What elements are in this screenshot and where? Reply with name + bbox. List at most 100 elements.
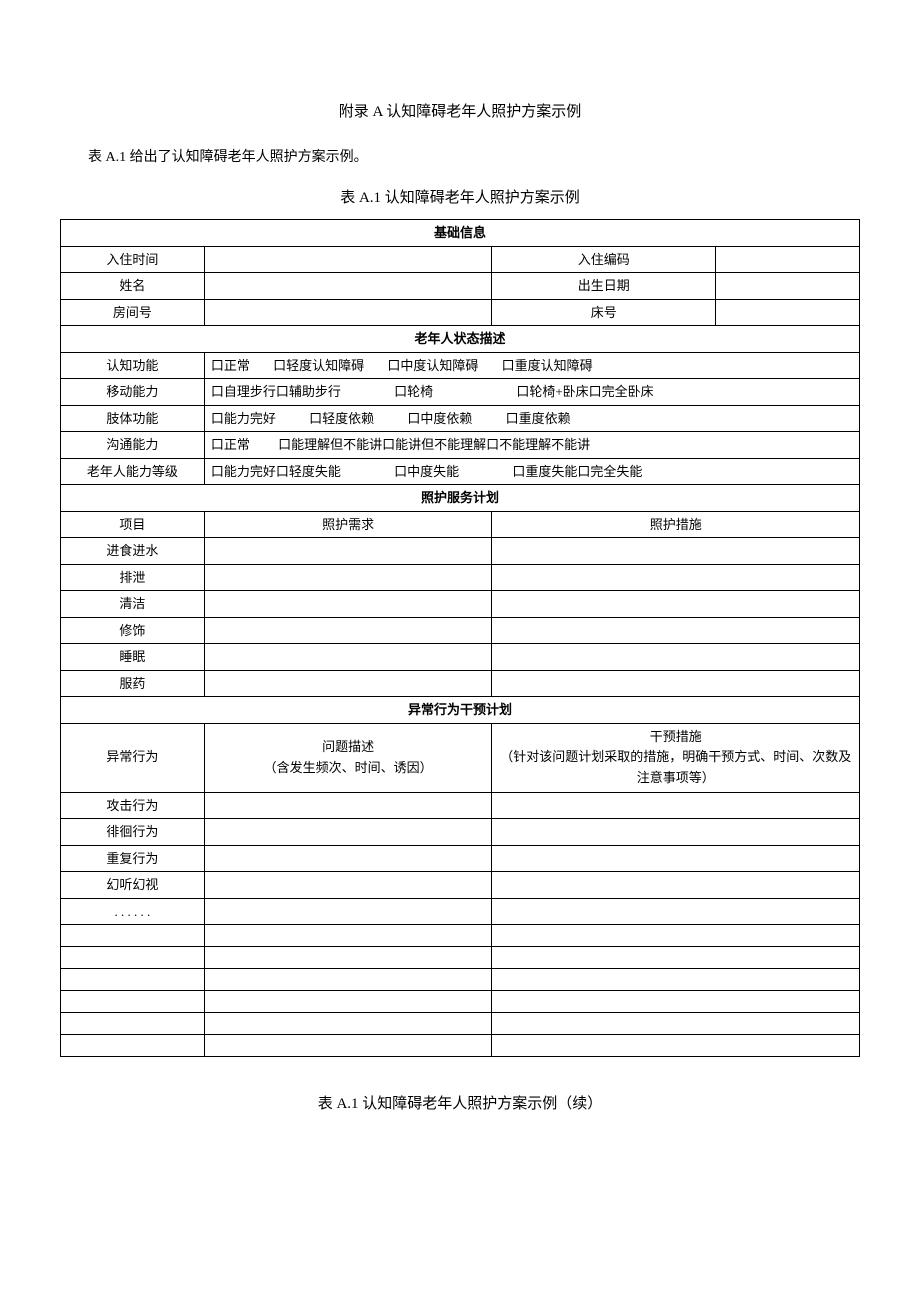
- table-row: [61, 1013, 860, 1035]
- section-status: 老年人状态描述: [61, 326, 860, 353]
- table-row: 清洁: [61, 591, 860, 618]
- label-admit-code: 入住编码: [492, 246, 716, 273]
- opt-cognition-0[interactable]: 口正常: [211, 356, 250, 376]
- value-admit-time: [204, 246, 492, 273]
- care-measure-2: [492, 591, 860, 618]
- int-measure-4: [492, 898, 860, 925]
- label-communication: 沟通能力: [61, 432, 205, 459]
- th-imeasure-main: 干预措施: [650, 729, 702, 744]
- label-mobility: 移动能力: [61, 379, 205, 406]
- row-ability: 老年人能力等级 口能力完好口轻度失能 口中度失能 口重度失能口完全失能: [61, 458, 860, 485]
- th-desc: 问题描述 （含发生频次、时间、诱因）: [204, 723, 492, 792]
- table-row: [61, 925, 860, 947]
- value-room: [204, 299, 492, 326]
- empty-cell: [204, 925, 492, 947]
- care-measure-1: [492, 564, 860, 591]
- opt-cognition-1[interactable]: 口轻度认知障碍: [273, 356, 364, 376]
- row-admit: 入住时间 入住编码: [61, 246, 860, 273]
- opt-cognition-2[interactable]: 口中度认知障碍: [387, 356, 478, 376]
- int-desc-4: [204, 898, 492, 925]
- empty-cell: [492, 1013, 860, 1035]
- table-row: . . . . . .: [61, 898, 860, 925]
- care-need-3: [204, 617, 492, 644]
- opt-ability-2[interactable]: 口重度失能口完全失能: [512, 462, 642, 482]
- table-row: 排泄: [61, 564, 860, 591]
- int-measure-2: [492, 845, 860, 872]
- empty-cell: [492, 1035, 860, 1057]
- intervention-header: 异常行为 问题描述 （含发生频次、时间、诱因） 干预措施 （针对该问题计划采取的…: [61, 723, 860, 792]
- int-item-2: 重复行为: [61, 845, 205, 872]
- care-item-3: 修饰: [61, 617, 205, 644]
- section-careplan: 照护服务计划: [61, 485, 860, 512]
- th-need: 照护需求: [204, 511, 492, 538]
- opt-cognition-3[interactable]: 口重度认知障碍: [502, 356, 593, 376]
- int-measure-3: [492, 872, 860, 899]
- int-desc-2: [204, 845, 492, 872]
- opt-comm-0[interactable]: 口正常: [211, 435, 250, 455]
- th-measure: 照护措施: [492, 511, 860, 538]
- table-row: [61, 991, 860, 1013]
- care-need-1: [204, 564, 492, 591]
- opts-ability: 口能力完好口轻度失能 口中度失能 口重度失能口完全失能: [204, 458, 859, 485]
- careplan-header: 项目 照护需求 照护措施: [61, 511, 860, 538]
- row-communication: 沟通能力 口正常 口能理解但不能讲口能讲但不能理解口不能理解不能讲: [61, 432, 860, 459]
- th-imeasure: 干预措施 （针对该问题计划采取的措施，明确干预方式、时间、次数及注意事项等）: [492, 723, 860, 792]
- table-row: [61, 969, 860, 991]
- table-row: [61, 1035, 860, 1057]
- table-caption-cont: 表 A.1 认知障碍老年人照护方案示例（续）: [60, 1092, 860, 1113]
- table-row: 徘徊行为: [61, 819, 860, 846]
- opt-mobility-1[interactable]: 口轮椅: [394, 382, 433, 402]
- empty-cell: [61, 925, 205, 947]
- int-item-1: 徘徊行为: [61, 819, 205, 846]
- care-item-0: 进食进水: [61, 538, 205, 565]
- opt-limb-1[interactable]: 口轻度依赖: [309, 409, 374, 429]
- label-cognition: 认知功能: [61, 352, 205, 379]
- empty-cell: [492, 991, 860, 1013]
- care-measure-5: [492, 670, 860, 697]
- table-row: 睡眠: [61, 644, 860, 671]
- int-measure-1: [492, 819, 860, 846]
- empty-cell: [204, 991, 492, 1013]
- int-desc-1: [204, 819, 492, 846]
- int-item-3: 幻听幻视: [61, 872, 205, 899]
- empty-cell: [204, 947, 492, 969]
- opts-mobility: 口自理步行口辅助步行 口轮椅 口轮椅+卧床口完全卧床: [204, 379, 859, 406]
- table-row: [61, 947, 860, 969]
- row-limb: 肢体功能 口能力完好 口轻度依赖 口中度依赖 口重度依赖: [61, 405, 860, 432]
- th-desc-sub: （含发生频次、时间、诱因）: [264, 760, 433, 775]
- opt-mobility-2[interactable]: 口轮椅+卧床口完全卧床: [516, 382, 653, 402]
- table-row: 幻听幻视: [61, 872, 860, 899]
- opt-limb-0[interactable]: 口能力完好: [211, 409, 276, 429]
- label-room: 房间号: [61, 299, 205, 326]
- empty-cell: [61, 991, 205, 1013]
- empty-cell: [492, 969, 860, 991]
- opt-limb-2[interactable]: 口中度依赖: [407, 409, 472, 429]
- row-mobility: 移动能力 口自理步行口辅助步行 口轮椅 口轮椅+卧床口完全卧床: [61, 379, 860, 406]
- care-measure-3: [492, 617, 860, 644]
- opts-limb: 口能力完好 口轻度依赖 口中度依赖 口重度依赖: [204, 405, 859, 432]
- care-need-4: [204, 644, 492, 671]
- table-caption: 表 A.1 认知障碍老年人照护方案示例: [60, 186, 860, 207]
- value-name: [204, 273, 492, 300]
- empty-cell: [204, 969, 492, 991]
- opt-ability-1[interactable]: 口中度失能: [394, 462, 459, 482]
- value-bed: [716, 299, 860, 326]
- empty-cell: [61, 969, 205, 991]
- int-measure-0: [492, 792, 860, 819]
- empty-cell: [204, 1013, 492, 1035]
- opt-ability-0[interactable]: 口能力完好口轻度失能: [211, 462, 341, 482]
- value-dob: [716, 273, 860, 300]
- empty-cell: [492, 947, 860, 969]
- empty-cell: [61, 1013, 205, 1035]
- care-plan-table: 基础信息 入住时间 入住编码 姓名 出生日期 房间号 床号 老年人状态描述 认知…: [60, 219, 860, 1057]
- empty-cell: [492, 925, 860, 947]
- opt-mobility-0[interactable]: 口自理步行口辅助步行: [211, 382, 341, 402]
- care-item-5: 服药: [61, 670, 205, 697]
- empty-cell: [61, 947, 205, 969]
- care-need-5: [204, 670, 492, 697]
- opt-comm-1[interactable]: 口能理解但不能讲口能讲但不能理解口不能理解不能讲: [278, 435, 590, 455]
- opt-limb-3[interactable]: 口重度依赖: [506, 409, 571, 429]
- care-item-4: 睡眠: [61, 644, 205, 671]
- int-desc-0: [204, 792, 492, 819]
- care-need-0: [204, 538, 492, 565]
